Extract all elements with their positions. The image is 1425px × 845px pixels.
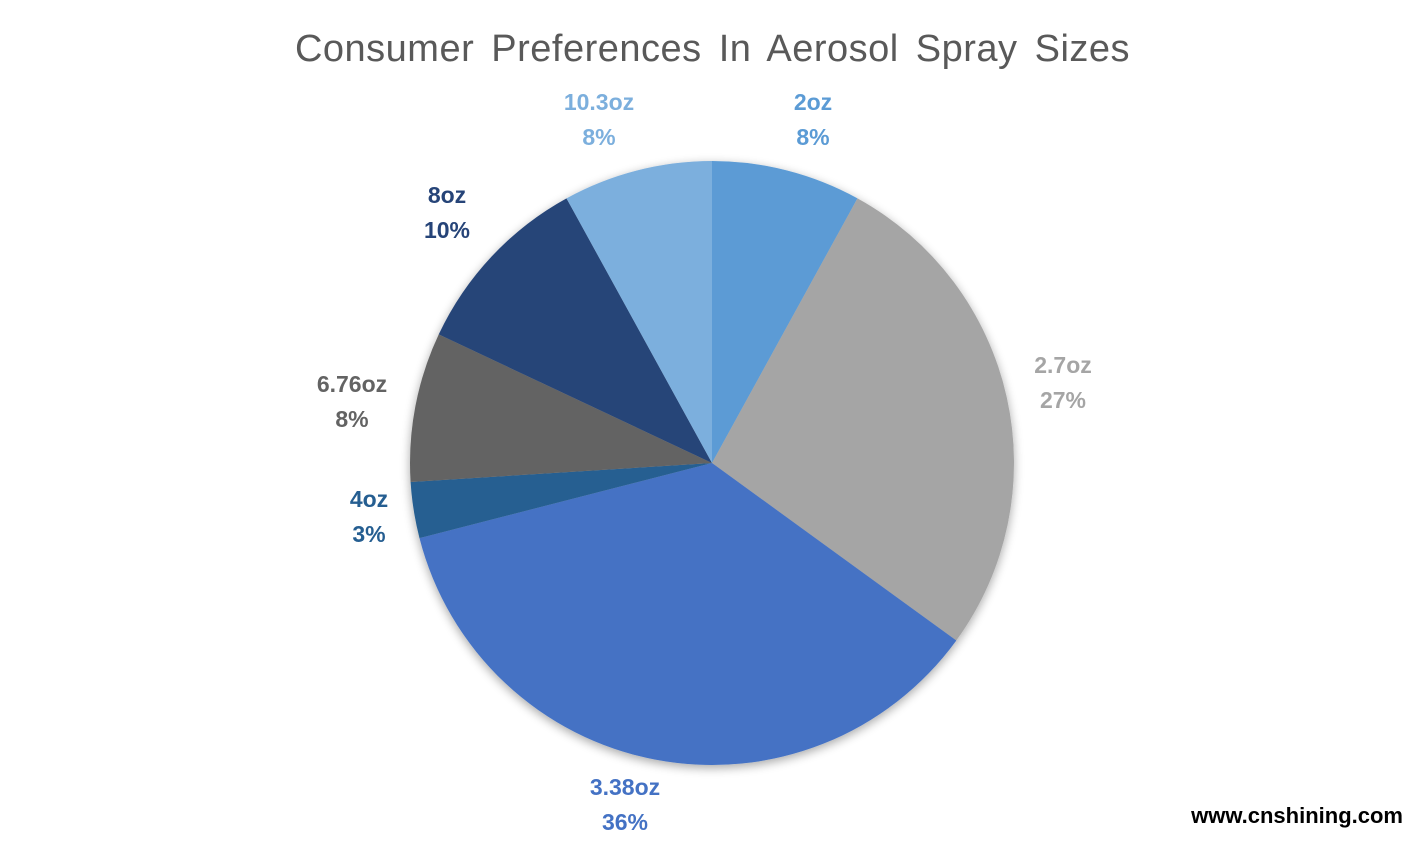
watermark: www.cnshining.com (1191, 803, 1403, 828)
data-label-category: 2.7oz (1034, 352, 1092, 378)
pie-slice-2oz (712, 161, 858, 463)
data-label: 10.3oz 8% (564, 85, 634, 155)
data-label: 6.76oz 8% (317, 367, 387, 437)
data-label-percent: 36% (601, 809, 649, 835)
data-label-percent: 8% (335, 406, 369, 432)
pie-slice-6-76oz (409, 334, 712, 482)
data-label: 4oz 3% (350, 482, 388, 552)
pie-slice-3-38oz (419, 463, 957, 766)
data-label-percent: 27% (1039, 387, 1087, 413)
data-label: 2oz 8% (794, 85, 832, 155)
data-label-percent: 10% (423, 217, 471, 243)
data-label-percent: 8% (796, 124, 830, 150)
data-label-category: 4oz (349, 486, 389, 512)
pie-slice-10-3oz (566, 161, 712, 463)
chart-title: Consumer Preferences In Aerosol Spray Si… (294, 28, 1131, 70)
data-label: 8oz 10% (424, 178, 470, 248)
data-label-category: 8oz (427, 182, 467, 208)
pie-slice-8oz (438, 198, 712, 463)
data-label-category: 2oz (793, 89, 833, 115)
data-label-category: 6.76oz (316, 371, 388, 397)
data-label-percent: 8% (582, 124, 616, 150)
data-label: 2.7oz 27% (1034, 348, 1092, 418)
data-label: 3.38oz 36% (590, 770, 660, 840)
pie-slice-4oz (410, 463, 712, 539)
data-label-category: 10.3oz (563, 89, 635, 115)
data-label-percent: 3% (352, 521, 386, 547)
data-label-category: 3.38oz (589, 774, 661, 800)
pie-slice-2-7oz (712, 198, 1015, 641)
